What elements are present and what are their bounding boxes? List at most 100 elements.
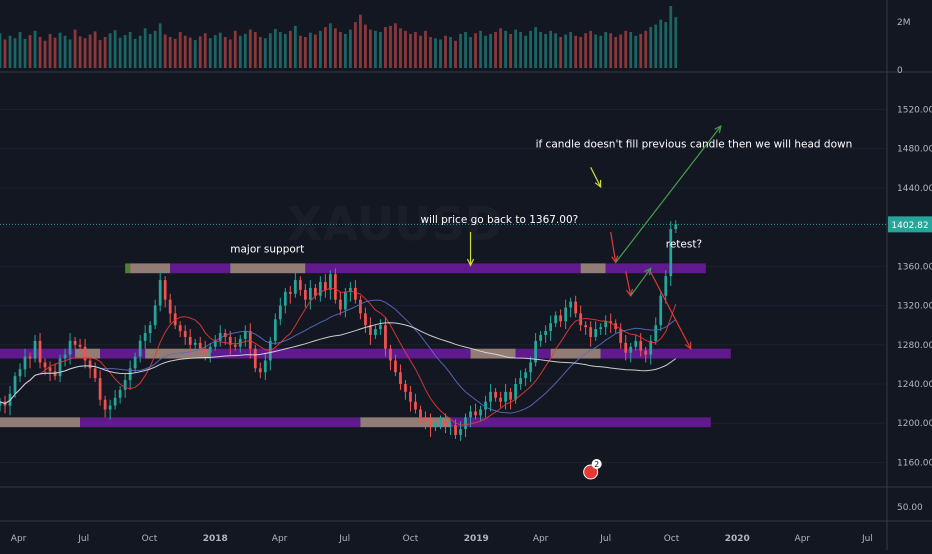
candle-body [148,325,152,334]
candle-body [379,325,382,330]
volume-bar [344,33,347,68]
zone-segment [125,263,131,274]
volume-bar [78,36,82,68]
event-count-badge [591,459,602,469]
volume-bar [313,34,317,68]
projection-arrow [590,167,602,188]
volume-bar [283,33,287,68]
volume-bar [93,31,97,69]
volume-bar [193,40,197,68]
volume-bar [298,35,302,68]
zone-segment [605,263,706,274]
volume-bar [148,33,152,68]
zone-segment [75,348,101,359]
volume-bar [23,38,27,68]
candle-body [283,291,287,306]
candle-body [328,274,332,290]
annotation-text: major support [230,244,304,256]
candle-body [674,224,678,230]
candle-body [88,360,92,369]
candle-body [68,340,72,355]
volume-bar [494,32,497,68]
candle-body [429,421,432,428]
volume-bar [293,25,297,68]
candle-body [489,391,492,402]
volume-bar [604,32,608,68]
volume-bar [173,38,177,68]
candle-body [153,305,157,326]
zone-segment [515,348,551,359]
candle-body [228,336,232,345]
candle-body [58,358,62,377]
candle-body [524,372,527,379]
moving-average-line [0,287,677,426]
candle-body [13,376,17,394]
candle-body [499,397,502,402]
volume-bar [599,35,603,68]
volume-bar [409,33,412,68]
volume-bar [68,39,72,68]
volume-bar [464,32,467,68]
candle-body [334,274,337,300]
candle-body [569,301,573,308]
candle-body [424,417,427,422]
event-count-label: 2 [594,460,599,469]
volume-bar [364,24,367,69]
indicator-tick-label: 50.00 [897,503,923,513]
zone-segment [210,348,471,359]
zone-segment [600,348,731,359]
candle-body [564,307,568,322]
candle-body [349,287,352,292]
volume-bar [138,35,142,68]
volume-bar [504,30,507,68]
candle-body [293,280,297,294]
volume-tick-label: 0 [897,66,903,76]
volume-bar [339,32,342,68]
zone-segment [170,263,231,274]
volume-bar [38,37,42,68]
candle-body [559,315,563,322]
arrow-head [644,267,652,276]
zone-segment [305,263,581,274]
volume-bar [649,27,653,68]
zone-segment [550,348,601,359]
arrow-head [714,125,722,134]
candle-body [133,356,137,369]
time-tick-label: Oct [142,534,158,544]
candle-body [654,325,658,341]
volume-bar [334,28,337,68]
candle-body [459,429,462,436]
zone-segment [360,417,451,428]
volume-bar [474,33,477,68]
volume-bar [424,30,427,68]
candle-body [454,425,457,436]
candle-body [549,323,552,332]
projection-arrow [650,271,692,349]
volume-bar [419,35,422,68]
volume-bar [479,30,482,68]
volume-bar [654,24,658,69]
volume-bar [278,32,282,68]
candle-body [514,384,517,400]
volume-bar [674,17,678,68]
event-flag-icon[interactable] [583,464,599,480]
candle-body [198,342,202,349]
candle-body [258,368,262,373]
time-tick-label: Apr [11,534,27,544]
volume-bar [18,32,22,68]
volume-bar [594,34,598,68]
price-tick-label: 1520.00 [897,105,932,115]
candle-body [218,333,222,341]
volume-bar [459,33,462,68]
volume-bar [414,32,417,68]
volume-bar [394,23,397,68]
volume-bar [88,34,92,68]
candle-body [253,348,257,369]
volume-bar [444,35,447,68]
volume-bar [384,27,387,68]
volume-bar [639,33,643,68]
volume-bar [569,32,573,68]
candle-body [323,282,327,290]
